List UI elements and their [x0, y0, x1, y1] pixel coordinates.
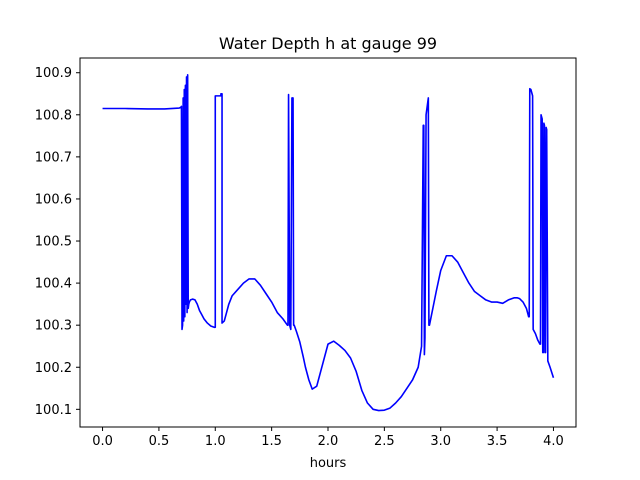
series-line-0: [102, 74, 555, 412]
x-tick-label: 3.5: [487, 434, 508, 449]
x-tick-label: 1.0: [205, 434, 226, 449]
y-tick-label: 100.7: [35, 150, 72, 165]
x-tick-label: 3.0: [430, 434, 451, 449]
x-tick-label: 1.5: [261, 434, 282, 449]
chart-title: Water Depth h at gauge 99: [219, 34, 437, 53]
y-tick-label: 100.3: [35, 319, 72, 334]
series-layer: [102, 74, 555, 412]
x-tick-label: 0.0: [92, 434, 113, 449]
y-axis: 100.1 100.2 100.3 100.4 100.5 100.6 100.7 100.8…: [35, 66, 80, 418]
y-tick-label: 100.1: [35, 403, 72, 418]
y-tick-label: 100.8: [35, 108, 72, 123]
y-tick-label: 100.5: [35, 235, 72, 250]
x-tick-label: 0.5: [149, 434, 170, 449]
x-tick-label: 2.0: [318, 434, 339, 449]
y-tick-label: 100.2: [35, 361, 72, 376]
x-tick-label: 4.0: [543, 434, 564, 449]
x-axis-label: hours: [310, 456, 347, 471]
x-axis: 0.0 0.5 1.0 1.5 2.0 2.5 3.0 3.5 4.0: [92, 427, 564, 449]
x-tick-label: 2.5: [374, 434, 395, 449]
y-tick-label: 100.9: [35, 66, 72, 81]
y-tick-label: 100.6: [35, 192, 72, 207]
plot-area: [79, 57, 577, 428]
y-tick-label: 100.4: [35, 277, 72, 292]
